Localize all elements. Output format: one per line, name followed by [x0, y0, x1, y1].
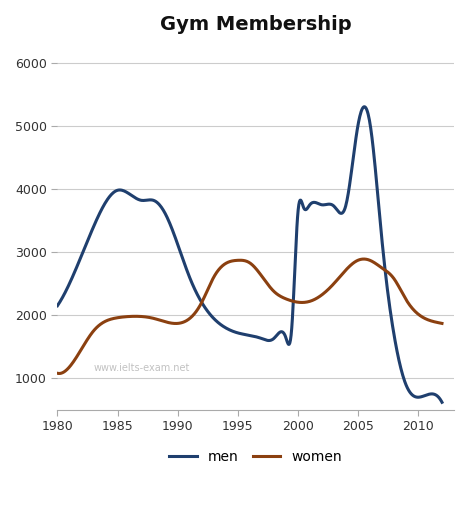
men	[362, 103, 367, 110]
women	[439, 321, 445, 327]
men	[123, 188, 129, 195]
Title: Gym Membership: Gym Membership	[160, 15, 352, 34]
men	[344, 198, 350, 204]
men	[281, 331, 287, 337]
women	[54, 370, 60, 376]
men	[54, 303, 60, 309]
women	[57, 370, 62, 376]
women	[312, 296, 318, 303]
women	[345, 265, 350, 271]
men	[439, 399, 445, 406]
Line: women: women	[57, 259, 442, 373]
women	[282, 295, 287, 302]
Legend: men, women: men, women	[169, 450, 342, 464]
Line: men: men	[57, 106, 442, 402]
women	[123, 314, 129, 320]
men	[311, 199, 317, 205]
women	[229, 258, 235, 264]
men	[153, 199, 159, 205]
women	[154, 316, 160, 323]
Text: www.ielts-exam.net: www.ielts-exam.net	[93, 363, 189, 373]
men	[228, 328, 234, 334]
women	[361, 256, 366, 262]
